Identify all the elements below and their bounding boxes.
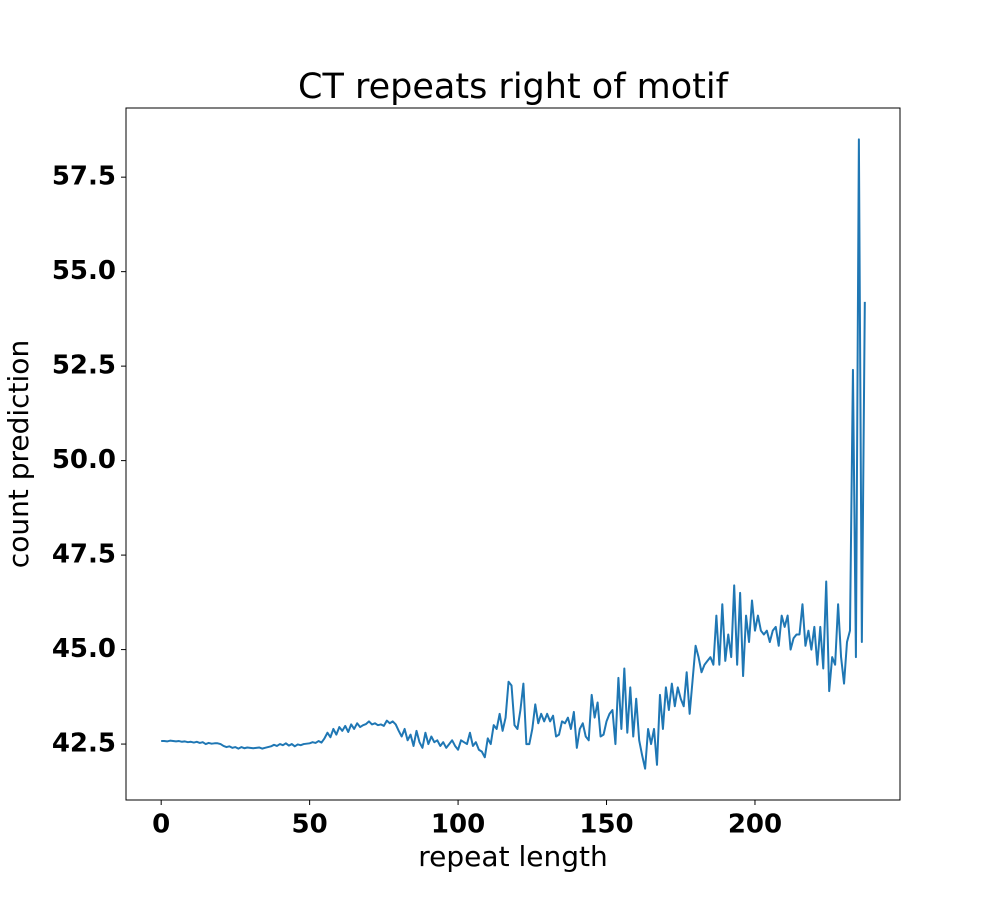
y-tick-label: 55.0	[52, 256, 116, 286]
y-tick-label: 57.5	[52, 162, 116, 192]
y-tick-label: 50.0	[52, 445, 116, 475]
x-axis-label: repeat length	[418, 840, 607, 873]
y-tick-label: 42.5	[52, 729, 116, 759]
x-tick-label: 0	[152, 810, 170, 840]
x-tick-label: 150	[579, 810, 633, 840]
y-tick-label: 45.0	[52, 634, 116, 664]
chart-title: CT repeats right of motif	[298, 67, 729, 107]
y-axis-label: count prediction	[2, 340, 35, 568]
y-tick-label: 52.5	[52, 351, 116, 381]
x-tick-label: 50	[292, 810, 328, 840]
y-tick-label: 47.5	[52, 540, 116, 570]
data-line	[161, 138, 866, 770]
x-tick-label: 100	[431, 810, 485, 840]
plot-frame	[125, 107, 901, 801]
x-tick-label: 200	[728, 810, 782, 840]
